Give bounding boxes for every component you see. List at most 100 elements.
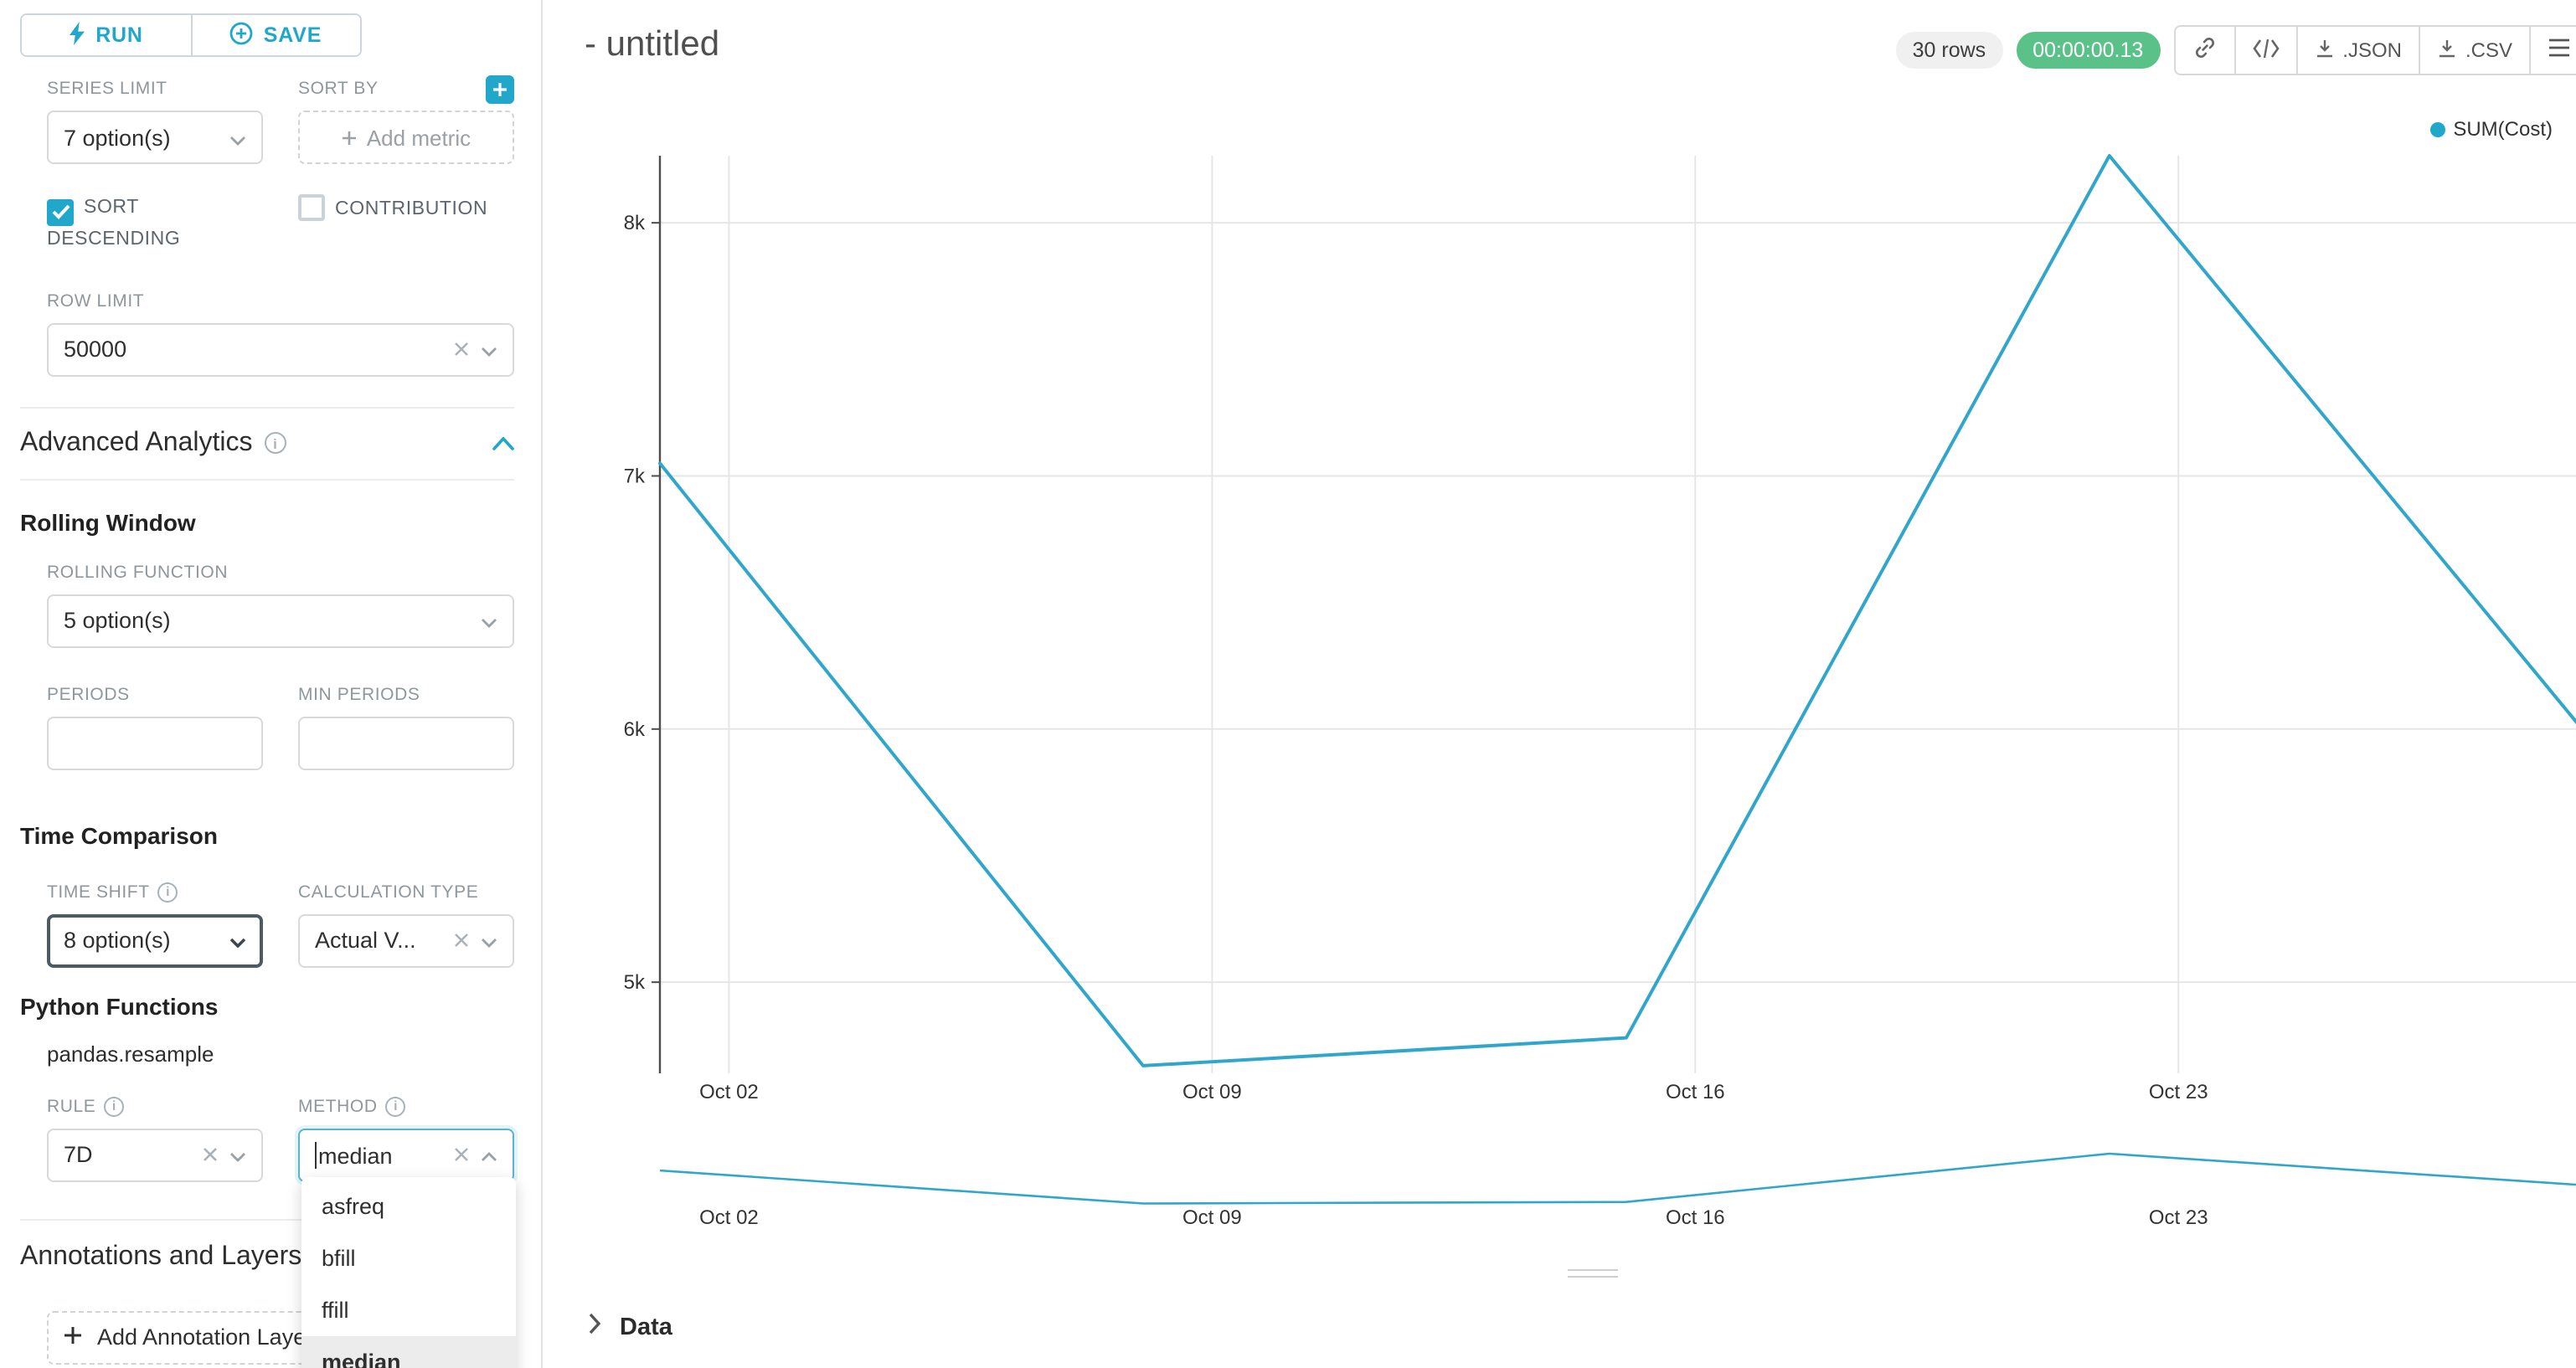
link-icon xyxy=(2192,35,2217,65)
export-button-group: .JSON .CSV xyxy=(2173,25,2576,75)
svg-text:5k: 5k xyxy=(624,971,646,994)
advanced-analytics-header[interactable]: Advanced Analytics i xyxy=(20,406,514,480)
caret-right-icon xyxy=(588,1313,601,1343)
method-dropdown: asfreq bfill ffill median xyxy=(301,1177,516,1368)
svg-text:8k: 8k xyxy=(624,212,646,234)
legend-dot xyxy=(2429,121,2445,136)
info-icon[interactable]: i xyxy=(157,882,178,902)
menu-button[interactable] xyxy=(2529,25,2576,75)
legend[interactable]: SUM(Cost) xyxy=(2429,117,2553,141)
info-icon[interactable]: i xyxy=(264,432,286,454)
time-comparison-title: Time Comparison xyxy=(20,821,218,848)
plus-icon xyxy=(64,1324,82,1350)
control-panel: RUN SAVE SERIES LIMIT 7 option(s) xyxy=(0,0,543,1368)
row-count-badge: 30 rows xyxy=(1895,32,2003,69)
run-save-button-group: RUN SAVE xyxy=(20,13,362,57)
clear-icon[interactable] xyxy=(454,928,469,953)
rule-label: RULE i xyxy=(47,1094,263,1118)
contribution-label: CONTRIBUTION xyxy=(335,199,488,219)
chevron-up-icon[interactable] xyxy=(492,428,514,458)
row-limit-select[interactable]: 50000 xyxy=(47,322,514,376)
chevron-down-icon xyxy=(481,608,497,633)
method-label: METHOD i xyxy=(298,1094,514,1118)
calculation-type-label: CALCULATION TYPE xyxy=(298,882,479,902)
dropdown-option-selected[interactable]: median xyxy=(301,1336,516,1368)
chevron-down-icon xyxy=(229,928,246,953)
rolling-function-select[interactable]: 5 option(s) xyxy=(47,594,514,647)
data-panel-title: Data xyxy=(620,1314,672,1341)
info-icon[interactable]: i xyxy=(104,1096,125,1116)
line-chart[interactable]: 5k 6k 7k 8k Oct 02 Oct 02 Oct 09 Oct 09 Oct 16 Oc… xyxy=(544,100,2576,1273)
run-label: RUN xyxy=(95,23,143,47)
csv-label: .CSV xyxy=(2465,39,2512,62)
svg-text:Oct 09: Oct 09 xyxy=(1182,1206,1242,1229)
clear-icon[interactable] xyxy=(454,1142,469,1167)
svg-text:Oct 23: Oct 23 xyxy=(2149,1206,2208,1229)
bolt-icon xyxy=(69,21,85,49)
legend-label: SUM(Cost) xyxy=(2453,117,2553,141)
python-functions-title: Python Functions xyxy=(20,992,219,1019)
chart-title[interactable]: - untitled xyxy=(585,25,720,64)
run-button[interactable]: RUN xyxy=(22,15,190,55)
info-icon[interactable]: i xyxy=(385,1096,406,1116)
pandas-resample-label: pandas.resample xyxy=(47,1041,214,1066)
share-link-button[interactable] xyxy=(2173,25,2236,75)
checkbox-unchecked-icon[interactable] xyxy=(298,194,325,221)
svg-text:6k: 6k xyxy=(624,718,646,741)
json-label: .JSON xyxy=(2342,39,2402,62)
contribution-checkbox[interactable]: CONTRIBUTION xyxy=(298,194,514,252)
embed-code-button[interactable] xyxy=(2233,25,2298,75)
periods-input[interactable] xyxy=(47,716,263,769)
download-icon xyxy=(2437,38,2457,63)
data-panel-toggle[interactable]: Data xyxy=(588,1313,672,1343)
sort-descending-label: SORT DESCENDING xyxy=(47,198,181,249)
plus-icon xyxy=(342,125,357,150)
chart-panel: - untitled 30 rows 00:00:00.13 xyxy=(544,0,2576,1368)
plus-circle-icon xyxy=(230,21,254,49)
advanced-analytics-title: Advanced Analytics xyxy=(20,428,253,456)
svg-text:7k: 7k xyxy=(624,465,646,487)
add-metric-button[interactable]: Add metric xyxy=(298,111,514,164)
dropdown-option[interactable]: asfreq xyxy=(322,1194,385,1219)
dropdown-option[interactable]: bfill xyxy=(322,1246,356,1271)
checkbox-checked-icon[interactable] xyxy=(47,198,74,225)
save-label: SAVE xyxy=(263,23,322,47)
annotations-title: Annotations and Layers xyxy=(20,1242,302,1270)
header-actions: 30 rows 00:00:00.13 xyxy=(1895,25,2576,75)
rolling-function-label: ROLLING FUNCTION xyxy=(47,562,229,582)
calculation-type-select[interactable]: Actual V... xyxy=(298,913,514,967)
method-select[interactable]: median xyxy=(298,1128,514,1181)
svg-text:Oct 02: Oct 02 xyxy=(699,1206,759,1229)
chevron-down-icon xyxy=(229,125,246,150)
min-periods-label: MIN PERIODS xyxy=(298,684,420,704)
panel-resize-handle[interactable] xyxy=(1568,1269,1618,1283)
add-metric-plus-button[interactable] xyxy=(486,75,514,103)
annotations-header[interactable]: Annotations and Layers xyxy=(20,1218,514,1272)
svg-text:Oct 16: Oct 16 xyxy=(1666,1081,1725,1103)
save-button[interactable]: SAVE xyxy=(190,15,360,55)
code-icon xyxy=(2252,38,2279,63)
rule-select[interactable]: 7D xyxy=(47,1128,263,1181)
timer-badge: 00:00:00.13 xyxy=(2016,32,2161,69)
clear-icon[interactable] xyxy=(203,1142,218,1167)
row-limit-label: ROW LIMIT xyxy=(47,291,145,311)
rolling-window-title: Rolling Window xyxy=(20,508,196,535)
menu-icon xyxy=(2548,39,2571,62)
chevron-up-icon xyxy=(481,1142,497,1167)
time-shift-label: TIME SHIFT i xyxy=(47,880,263,903)
svg-text:Oct 02: Oct 02 xyxy=(699,1081,759,1103)
dropdown-option[interactable]: ffill xyxy=(322,1298,349,1323)
download-json-button[interactable]: .JSON xyxy=(2295,25,2420,75)
chevron-down-icon xyxy=(229,1142,246,1167)
clear-icon[interactable] xyxy=(454,337,469,362)
chevron-down-icon xyxy=(481,928,497,953)
text-cursor xyxy=(315,1141,317,1168)
chevron-down-icon xyxy=(481,337,497,362)
svg-text:Oct 23: Oct 23 xyxy=(2149,1081,2208,1103)
download-csv-button[interactable]: .CSV xyxy=(2418,25,2531,75)
time-shift-select[interactable]: 8 option(s) xyxy=(47,913,263,967)
sort-descending-checkbox[interactable]: SORT DESCENDING xyxy=(47,194,263,252)
min-periods-input[interactable] xyxy=(298,716,514,769)
series-limit-select[interactable]: 7 option(s) xyxy=(47,111,263,164)
